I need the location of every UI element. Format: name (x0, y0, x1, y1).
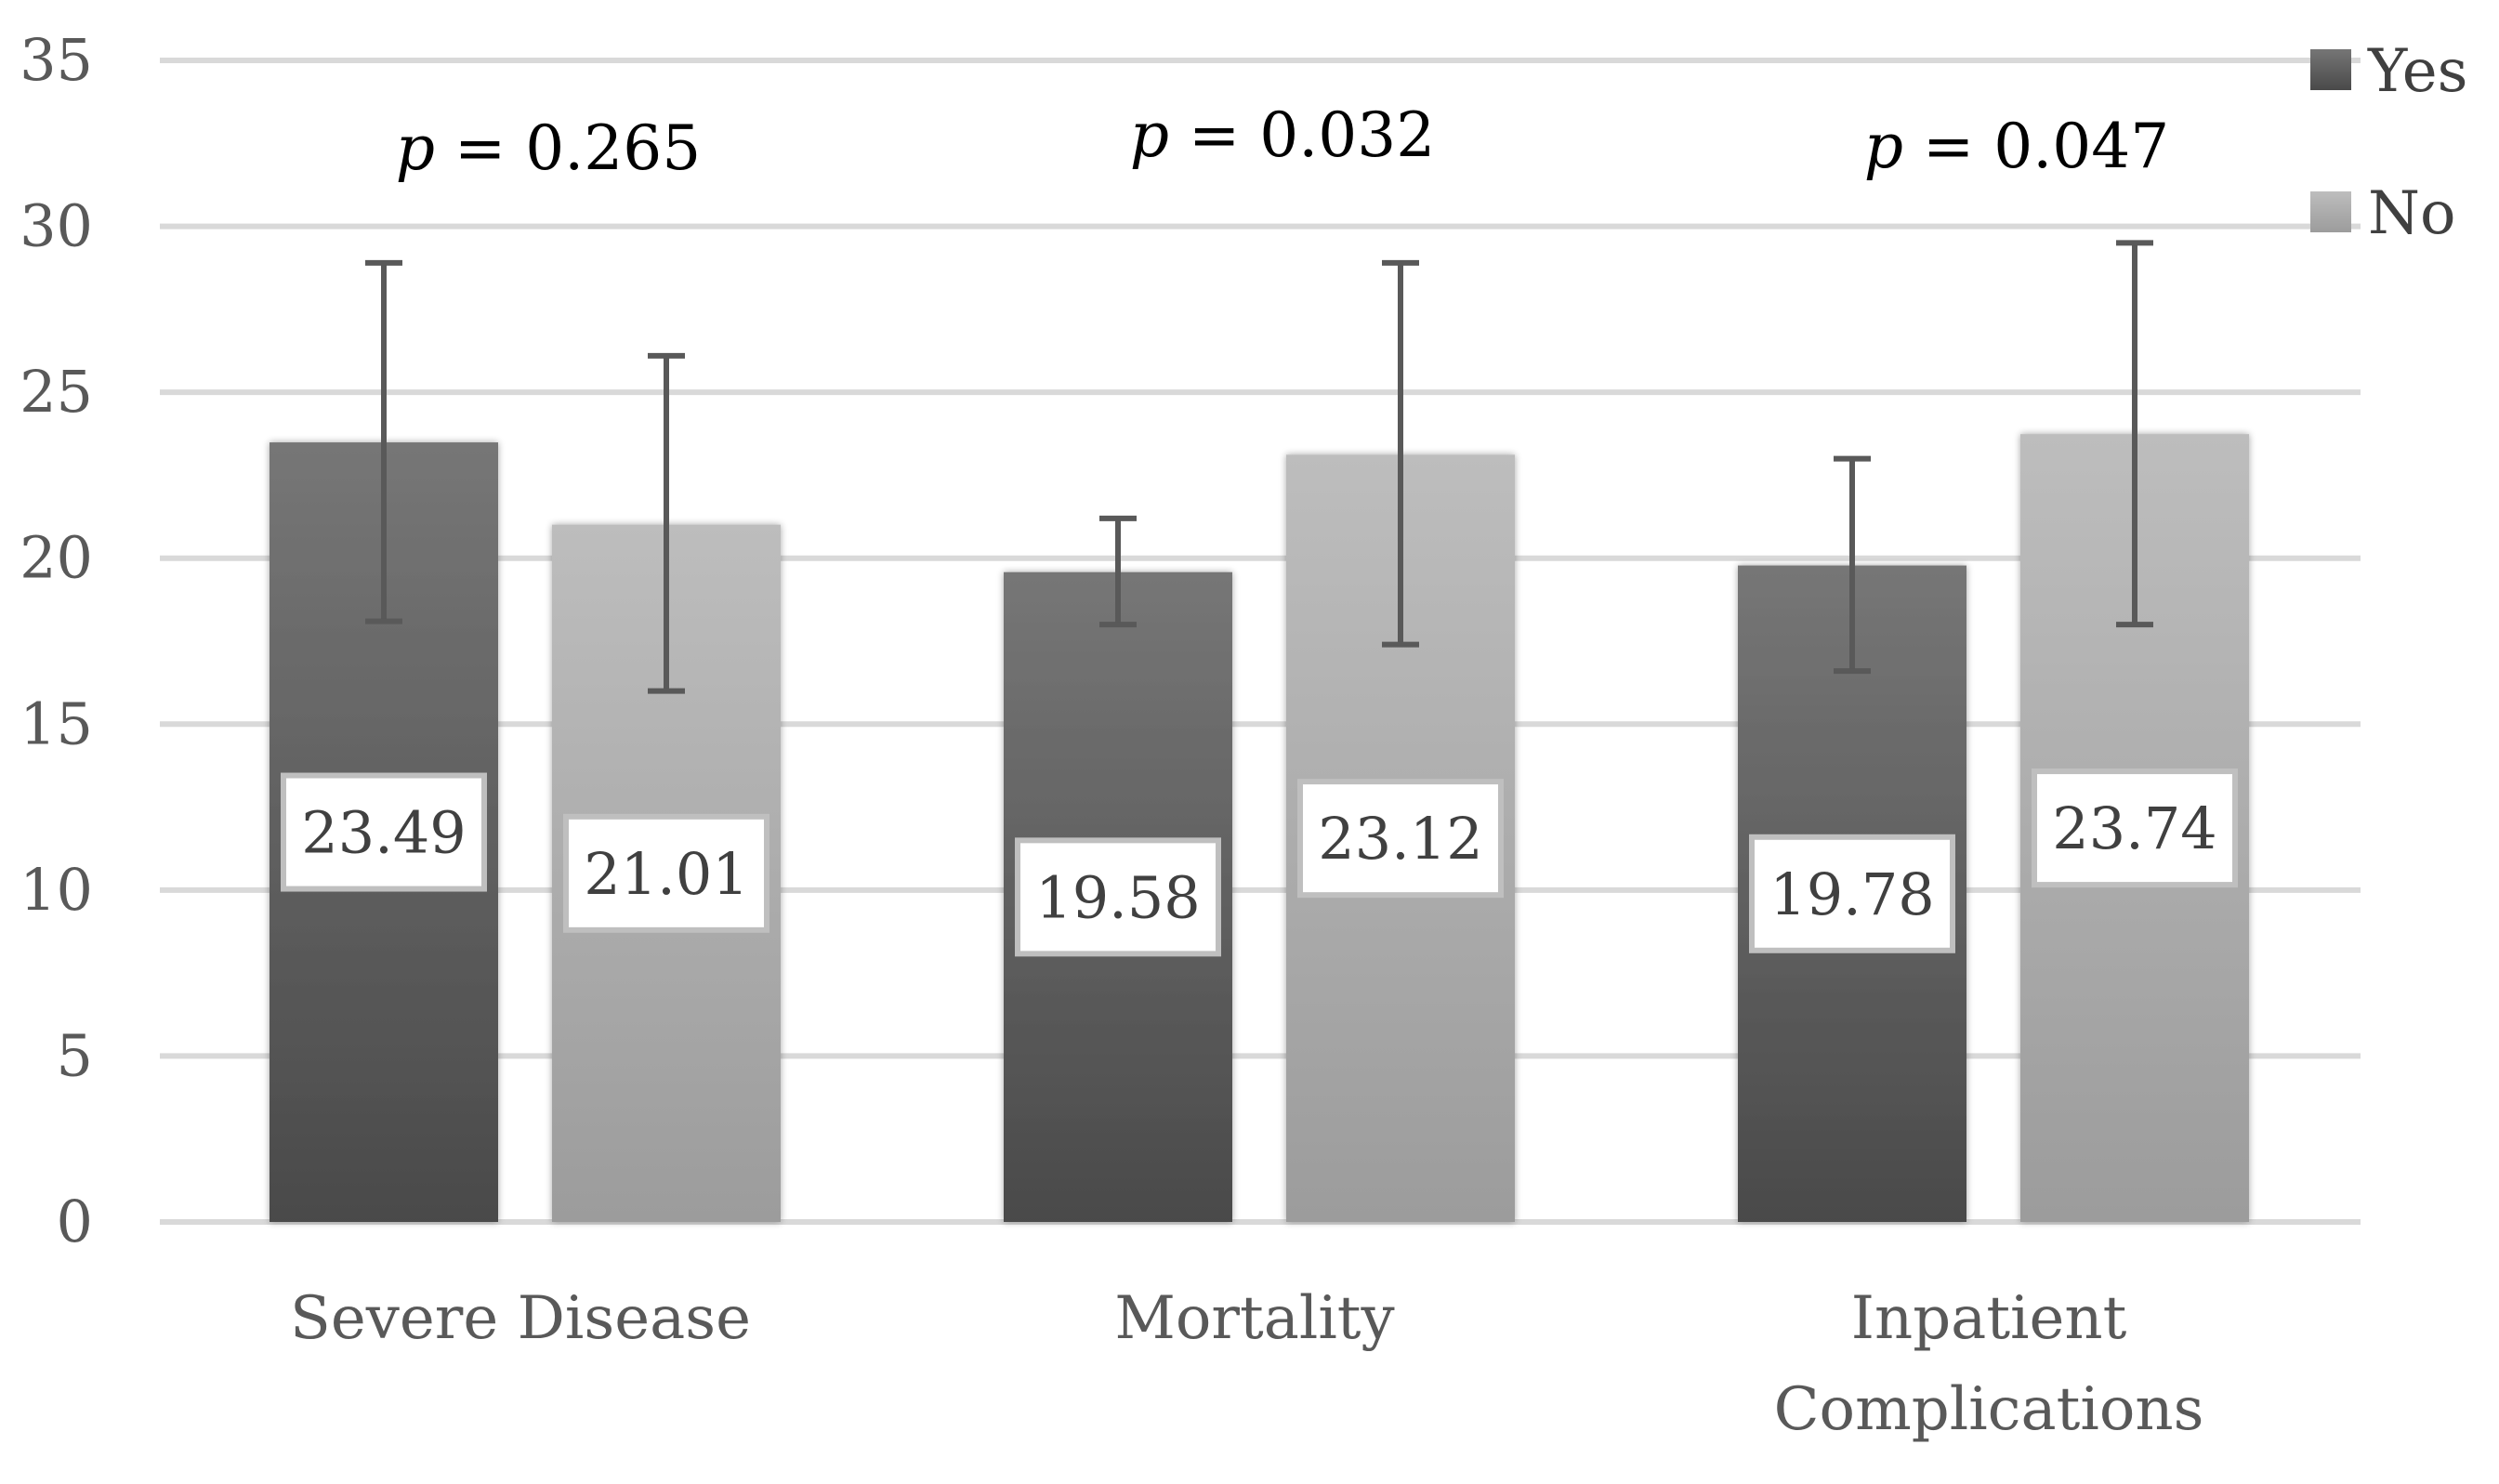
legend-label: Yes (2367, 37, 2467, 106)
legend-item-no: No (2310, 179, 2456, 248)
p-value-annotation: p = 0.047 (1864, 111, 2169, 182)
data-label-text: 23.12 (1318, 805, 1483, 873)
y-tick-label: 20 (20, 524, 93, 592)
legend-swatch (2310, 49, 2351, 90)
data-label-text: 23.74 (2052, 795, 2217, 862)
p-value-annotation: p = 0.032 (1130, 99, 1435, 171)
error-bar-yes-1 (1099, 515, 1137, 628)
data-label-text: 21.01 (584, 840, 749, 908)
error-bar-yes-2 (1834, 455, 1871, 675)
legend-item-yes: Yes (2310, 37, 2467, 106)
data-label-no-2: 23.74 (2032, 768, 2238, 888)
error-bar-no-0 (648, 352, 685, 694)
error-bars (365, 240, 2153, 694)
data-label-text: 19.78 (1769, 860, 1935, 928)
legend-label: No (2368, 179, 2456, 248)
y-axis-ticks: 0 5 10 15 20 25 30 35 (20, 26, 93, 1255)
legend: Yes No (2310, 37, 2467, 248)
error-bar-no-1 (1382, 259, 1419, 648)
x-category-label: Severe Disease (290, 1284, 751, 1353)
y-tick-label: 0 (57, 1188, 93, 1255)
x-category-label: Inpatient Complications (1774, 1284, 2204, 1444)
gridlines (160, 58, 2361, 1225)
data-label-yes-1: 19.58 (1015, 837, 1221, 957)
y-tick-label: 35 (20, 26, 93, 94)
x-axis-labels: Severe Disease Mortality Inpatient Complica… (290, 1284, 2203, 1444)
data-label-text: 23.49 (301, 799, 467, 867)
x-category-label: Mortality (1114, 1284, 1394, 1353)
data-labels: 23.49 19.58 19.78 21.01 23.12 23.74 (281, 768, 2238, 957)
data-label-text: 19.58 (1035, 863, 1201, 931)
legend-swatch (2310, 191, 2351, 232)
p-value-annotation: p = 0.265 (396, 112, 701, 184)
y-tick-label: 5 (57, 1021, 93, 1089)
data-label-no-1: 23.12 (1297, 779, 1504, 899)
p-value-annotations: p = 0.265 p = 0.032 p = 0.047 (396, 99, 2169, 184)
error-bar-yes-0 (365, 259, 402, 624)
error-bar-no-2 (2116, 240, 2153, 628)
data-label-yes-2: 19.78 (1749, 834, 1955, 953)
y-tick-label: 30 (20, 192, 93, 260)
y-tick-label: 25 (20, 358, 93, 426)
y-tick-label: 10 (20, 856, 93, 924)
data-label-no-0: 21.01 (563, 813, 769, 933)
data-label-yes-0: 23.49 (281, 772, 487, 892)
y-tick-label: 15 (20, 689, 93, 757)
